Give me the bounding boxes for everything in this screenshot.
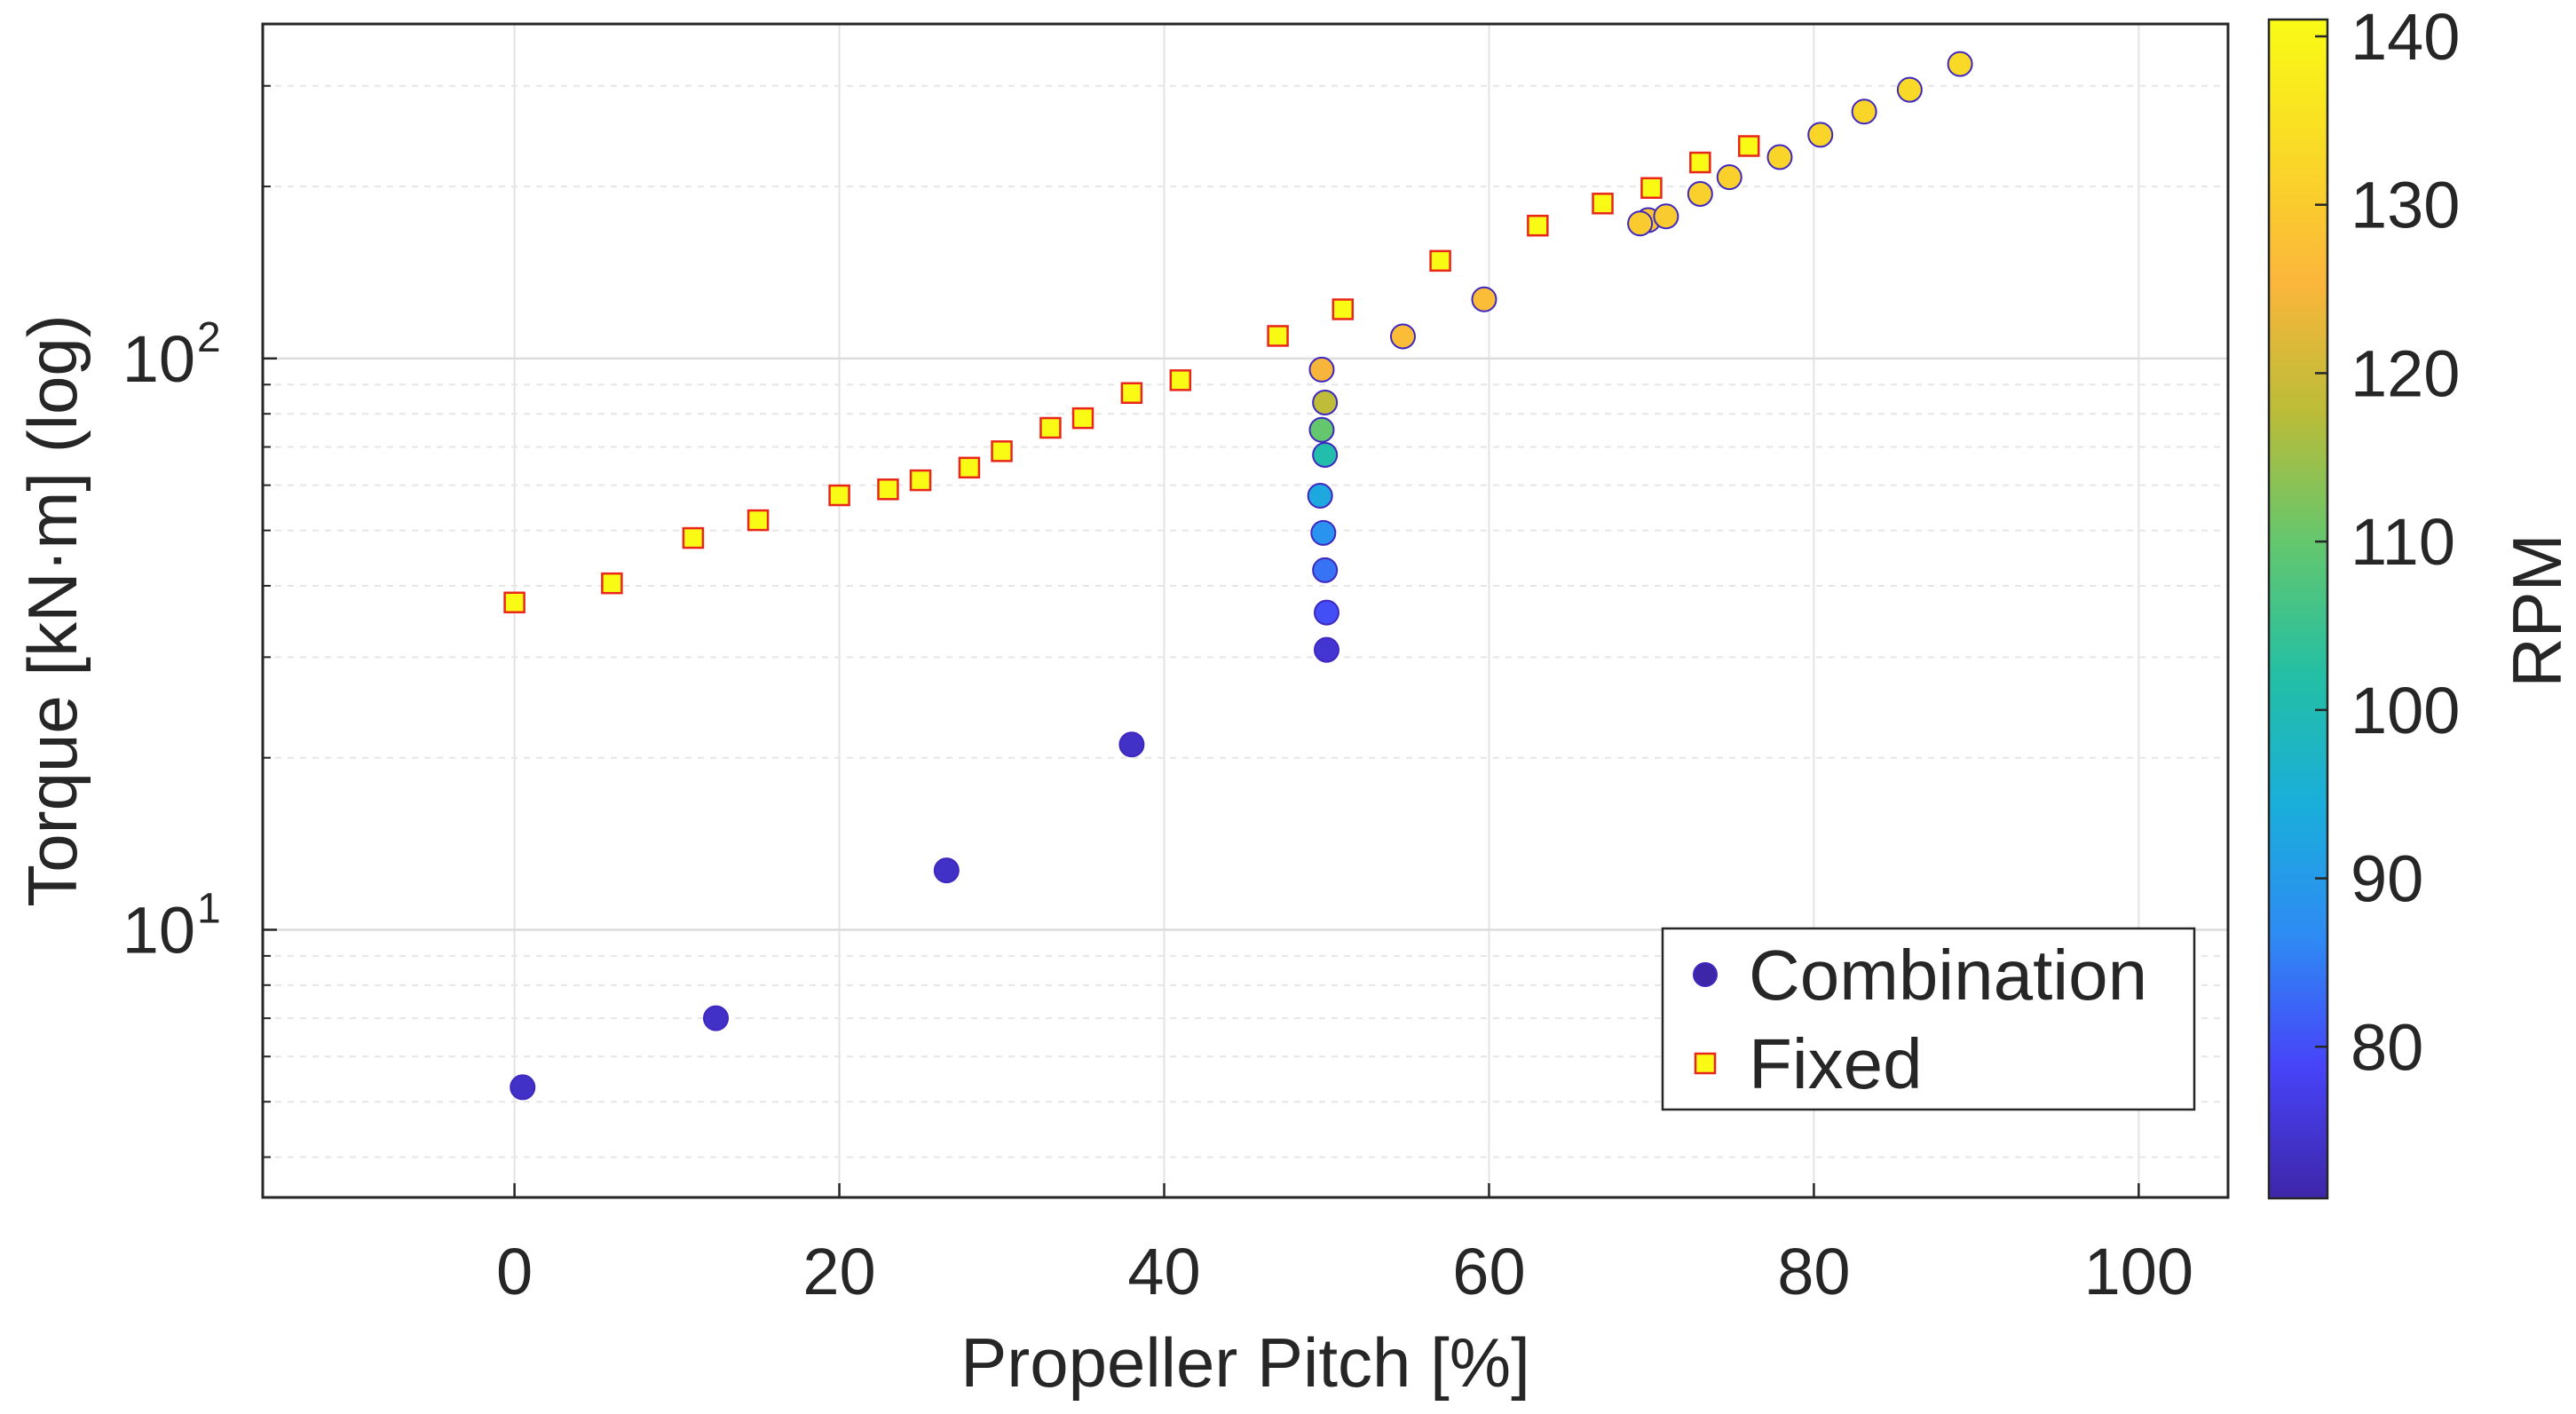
combination-point <box>1313 636 1339 663</box>
fixed-point <box>1267 325 1289 347</box>
combination-point <box>1687 180 1713 207</box>
fixed-point <box>1331 298 1355 320</box>
fixed-point <box>1527 214 1549 237</box>
x-tick-label: 60 <box>1452 1235 1525 1308</box>
combination-point <box>1308 416 1335 443</box>
fixed-point <box>747 509 770 532</box>
combination-point <box>933 857 960 884</box>
fixed-point <box>1592 193 1614 215</box>
combination-point <box>1471 286 1497 312</box>
fixed-point <box>1737 135 1760 157</box>
combination-point <box>1389 323 1416 350</box>
colorbar: 80 90 100 110 120 130 140 RPM <box>2267 0 2576 1200</box>
colorbar-tick-label: 80 <box>2351 1010 2423 1084</box>
fixed-point <box>682 526 705 549</box>
combination-point <box>1851 99 1877 125</box>
fixed-point <box>503 591 525 613</box>
combination-point <box>1807 122 1834 148</box>
combination-point <box>703 1005 730 1031</box>
combination-point <box>1313 599 1339 626</box>
colorbar-tick-label: 140 <box>2351 0 2460 74</box>
combination-point <box>1307 483 1333 510</box>
fixed-point <box>1120 382 1143 404</box>
x-tick-label: 0 <box>496 1235 533 1308</box>
combination-point <box>1308 356 1335 383</box>
fixed-point <box>1689 151 1711 174</box>
combination-point <box>1118 731 1145 758</box>
legend: Combination Fixed <box>1661 927 2196 1111</box>
legend-marker-fixed <box>1694 1052 1717 1075</box>
x-tick-label: 20 <box>802 1235 875 1308</box>
grid-lines <box>263 24 2228 1197</box>
fixed-point <box>958 456 981 479</box>
y-tick-exponent: 2 <box>197 314 221 361</box>
colorbar-tick-label: 130 <box>2351 169 2460 242</box>
fixed-point <box>1071 407 1094 430</box>
x-tick-label: 80 <box>1777 1235 1850 1308</box>
combination-point <box>1627 210 1654 237</box>
x-tick-label: 40 <box>1127 1235 1200 1308</box>
fixed-point <box>828 484 850 507</box>
combination-point <box>1716 164 1742 191</box>
combination-point <box>1312 557 1339 583</box>
combination-point <box>510 1074 536 1101</box>
combination-point <box>1312 390 1339 416</box>
y-tick-label: 10 <box>122 893 195 967</box>
legend-box <box>1661 927 2196 1111</box>
colorbar-tick-label: 100 <box>2351 674 2460 747</box>
y-tick-label: 10 <box>122 322 195 396</box>
fixed-point <box>991 440 1013 462</box>
combination-point <box>1896 76 1923 103</box>
fixed-point <box>1640 177 1663 199</box>
fixed-point <box>877 478 899 501</box>
legend-label-fixed: Fixed <box>1749 1024 1923 1103</box>
colorbar-tick-label: 90 <box>2351 842 2423 916</box>
fixed-point <box>1039 416 1062 439</box>
plot-frame <box>261 22 2230 1199</box>
x-axis-label: Propeller Pitch [%] <box>960 1323 1530 1402</box>
colorbar-tick-label: 120 <box>2351 336 2460 410</box>
combination-point <box>1766 144 1793 170</box>
data-markers <box>503 51 1973 1101</box>
y-axis-label: Torque [kN·m] (log) <box>13 314 91 907</box>
combination-point <box>1653 203 1679 230</box>
x-tick-label: 100 <box>2084 1235 2193 1308</box>
colorbar-gradient <box>2267 18 2329 1200</box>
fixed-point <box>601 572 623 595</box>
combination-point <box>1947 51 1973 77</box>
colorbar-ticks: 80 90 100 110 120 130 140 <box>2315 0 2460 1084</box>
fixed-point <box>1429 249 1451 273</box>
fixed-point <box>909 469 932 492</box>
legend-marker-combination <box>1693 962 1718 987</box>
combination-point <box>1310 519 1337 546</box>
colorbar-tick-label: 110 <box>2351 505 2455 579</box>
y-tick-exponent: 1 <box>197 885 221 932</box>
fixed-point <box>1169 369 1192 391</box>
combination-point <box>1312 441 1339 468</box>
x-axis-ticks: 0 20 40 60 80 100 <box>496 1183 2193 1308</box>
legend-label-combination: Combination <box>1749 936 2147 1015</box>
colorbar-label: RPM <box>2498 533 2576 687</box>
